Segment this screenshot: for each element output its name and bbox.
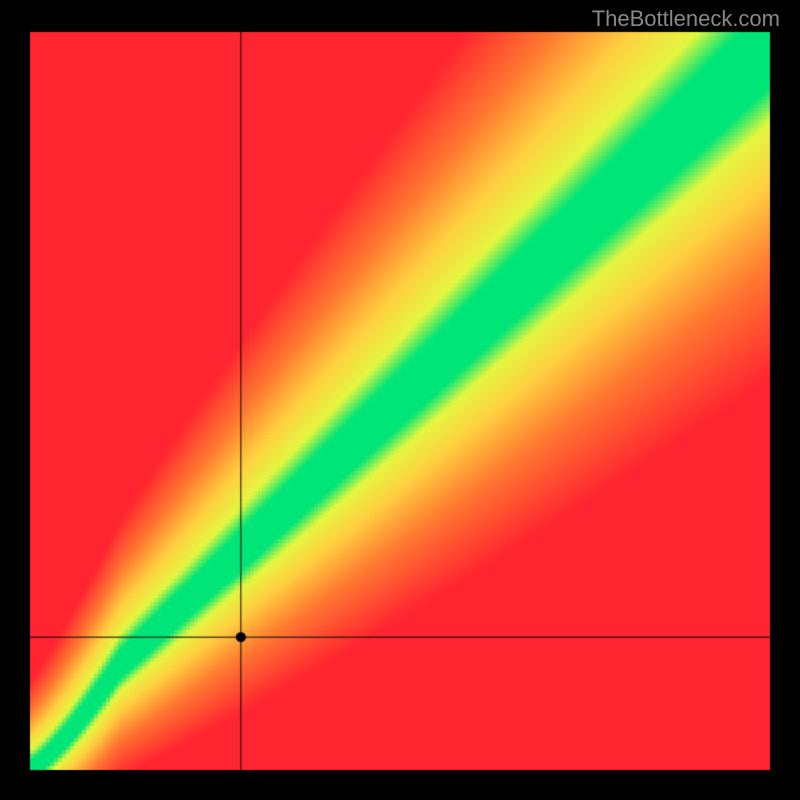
chart-container: TheBottleneck.com [0,0,800,800]
watermark-text: TheBottleneck.com [592,6,780,32]
heatmap-canvas [0,0,800,800]
